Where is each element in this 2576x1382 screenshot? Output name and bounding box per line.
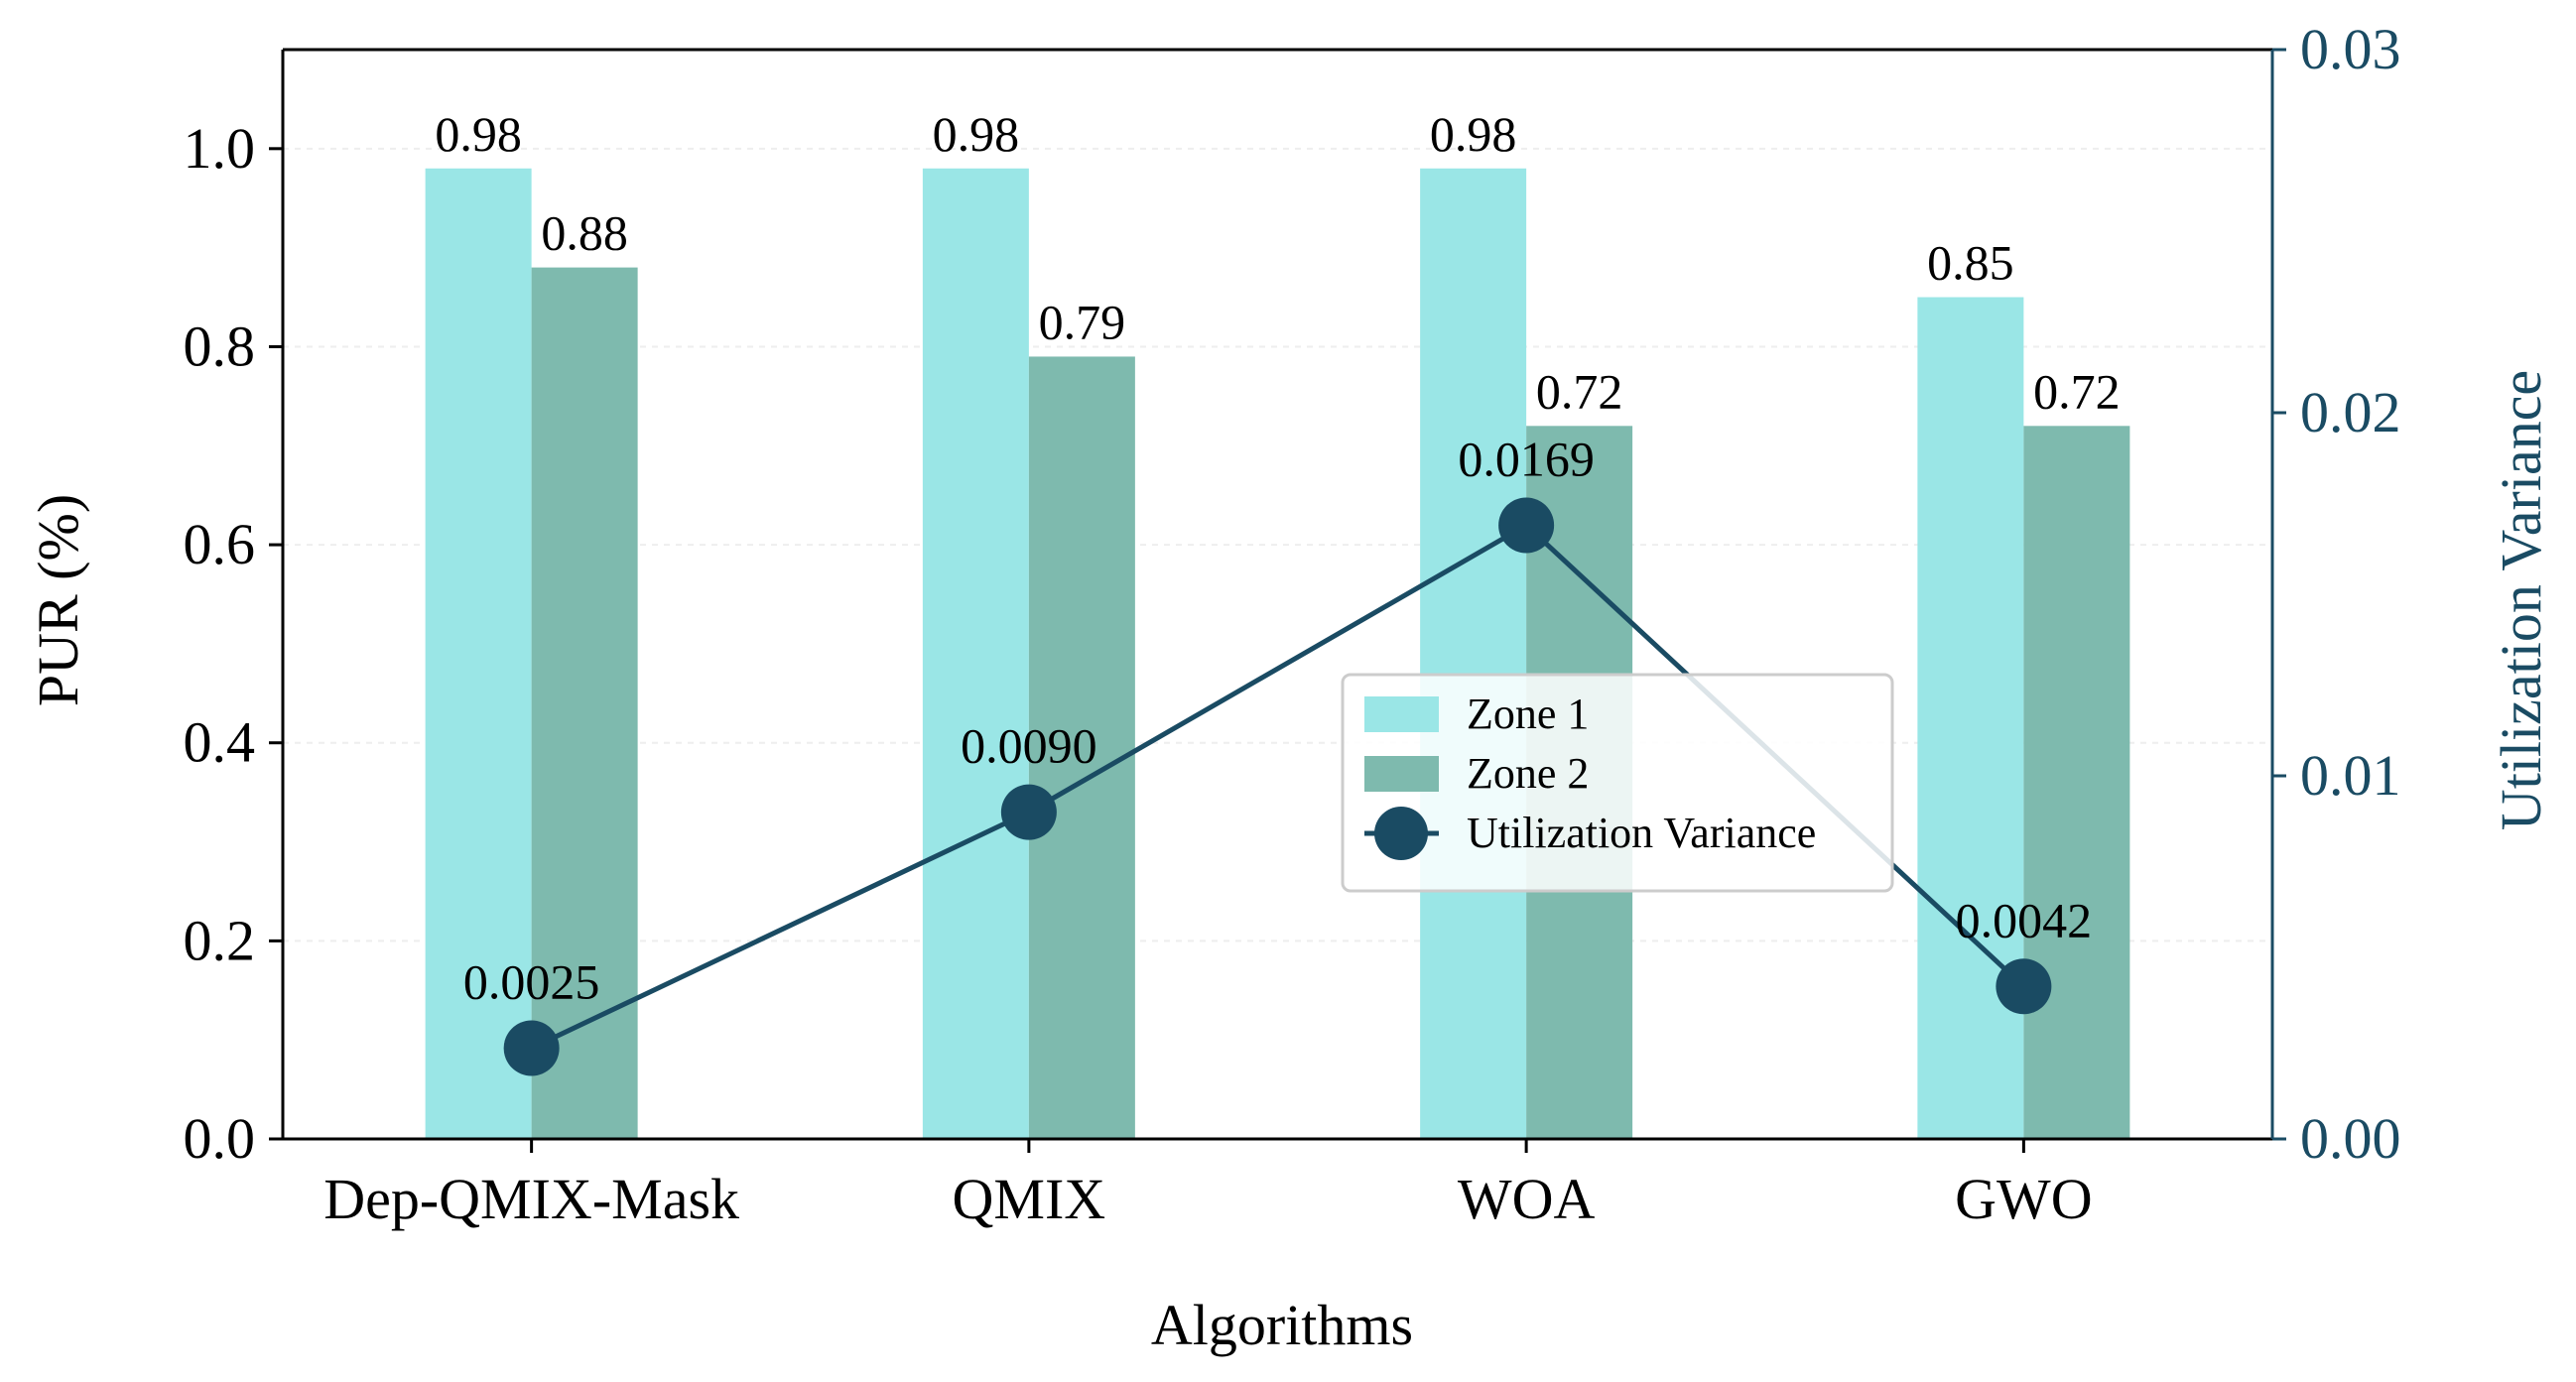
bar-zone2 — [2023, 426, 2130, 1139]
legend-box — [1341, 673, 1894, 893]
x-tick-label: GWO — [1955, 1167, 2093, 1231]
bar-value-label: 0.88 — [541, 205, 628, 261]
bar-zone1 — [1420, 168, 1527, 1140]
legend: Zone 1 Zone 2 Utilization Variance — [1341, 673, 1894, 893]
y-axis-title-left: PUR (%) — [26, 494, 90, 706]
y-tick-label-right: 0.00 — [2300, 1106, 2401, 1171]
y-tick-label-left: 0.0 — [184, 1106, 256, 1171]
variance-point — [1498, 497, 1555, 554]
bar-zone1 — [922, 168, 1029, 1140]
variance-point — [503, 1020, 560, 1076]
y-axis-title-right: Utilization Variance — [2489, 370, 2553, 830]
variance-value-label: 0.0090 — [961, 718, 1097, 774]
bar-zone1 — [425, 168, 532, 1140]
variance-value-label: 0.0042 — [1956, 892, 2093, 947]
bars — [425, 168, 2130, 1140]
bar-value-label: 0.79 — [1039, 294, 1126, 349]
variance-point — [1996, 958, 2052, 1015]
bar-value-label: 0.72 — [1536, 363, 1623, 419]
y-tick-label-left: 1.0 — [184, 116, 256, 181]
bar-zone2 — [531, 267, 638, 1140]
legend-swatch — [1364, 756, 1439, 792]
legend-marker — [1374, 807, 1428, 860]
y-tick-label-left: 0.4 — [184, 710, 256, 775]
bar-value-label: 0.98 — [933, 106, 1020, 162]
y-tick-label-left: 0.8 — [184, 314, 256, 378]
variance-value-label: 0.0169 — [1458, 431, 1595, 486]
bar-value-label: 0.72 — [2033, 363, 2121, 419]
y-tick-label-right: 0.02 — [2300, 380, 2401, 444]
legend-label: Zone 2 — [1467, 749, 1589, 798]
x-axis-title: Algorithms — [1151, 1293, 1413, 1357]
y-tick-label-right: 0.01 — [2300, 743, 2401, 808]
x-tick-label: QMIX — [953, 1167, 1106, 1231]
y-tick-label-left: 0.2 — [184, 908, 256, 972]
x-tick-label: WOA — [1458, 1167, 1596, 1231]
bar-value-label: 0.85 — [1927, 235, 2014, 291]
legend-label: Utilization Variance — [1467, 809, 1816, 857]
data-labels: 0.98 0.98 0.98 0.85 0.88 0.79 0.72 0.72 0.0025 0.… — [435, 106, 2120, 1010]
y-tick-label-left: 0.6 — [184, 512, 256, 576]
bar-zone2 — [1028, 356, 1135, 1139]
x-tick-label: Dep-QMIX-Mask — [323, 1167, 739, 1231]
variance-value-label: 0.0025 — [463, 954, 600, 1010]
axes: 0.0 0.2 0.4 0.6 0.8 1.0 0.00 0.01 0.02 0.03 Dep-QM… — [184, 17, 2401, 1231]
bar-zone1 — [1917, 297, 2024, 1140]
y-tick-label-right: 0.03 — [2300, 17, 2401, 81]
variance-point — [1000, 784, 1057, 840]
bar-value-label: 0.98 — [435, 106, 522, 162]
legend-label: Zone 1 — [1467, 690, 1589, 738]
bar-value-label: 0.98 — [1430, 106, 1517, 162]
legend-swatch — [1364, 696, 1439, 732]
